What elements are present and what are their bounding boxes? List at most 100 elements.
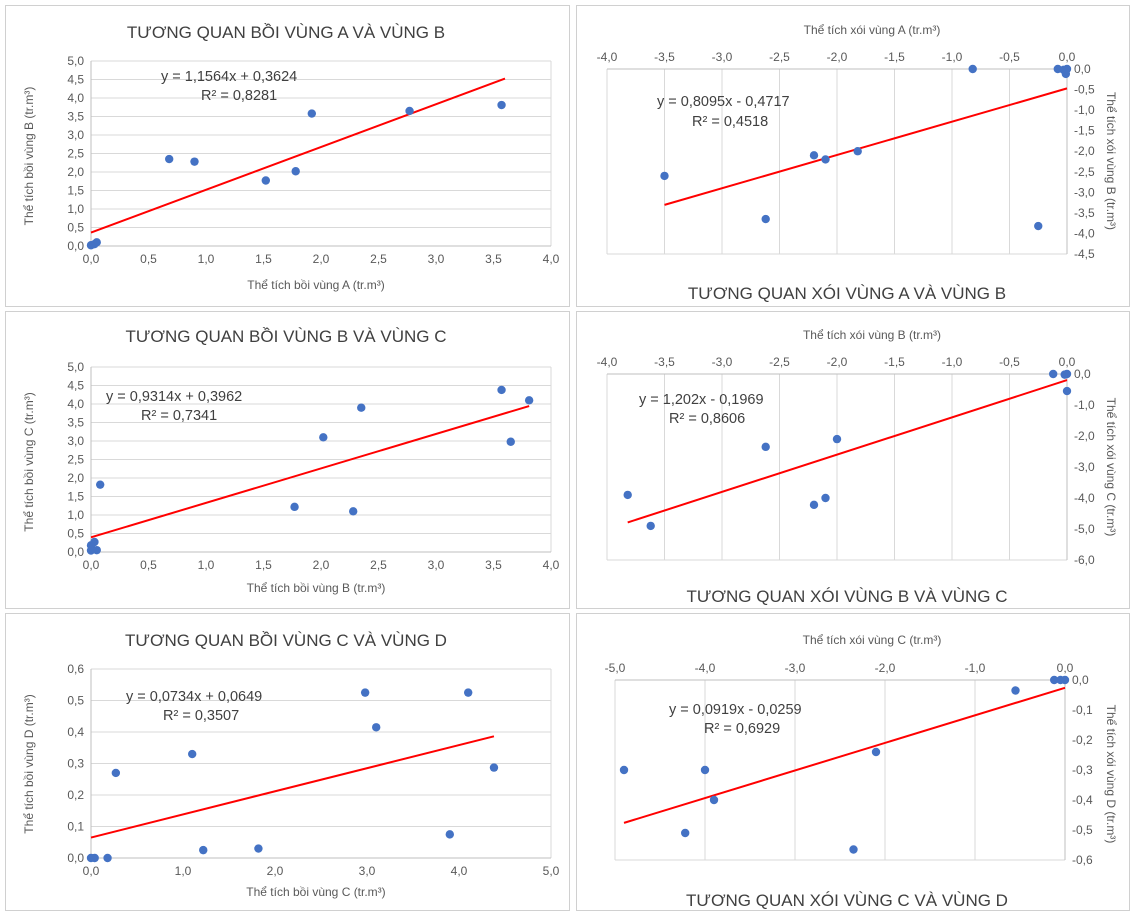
trendline-equation: y = 1,202x - 0,1969 — [639, 392, 764, 408]
data-point — [623, 490, 632, 500]
chart-title: TƯƠNG QUAN XÓI VÙNG B VÀ VÙNG C — [687, 587, 1008, 606]
x-tick-label: 0,0 — [83, 864, 100, 878]
y-tick-label: 1,5 — [67, 490, 84, 504]
data-point — [497, 385, 506, 395]
data-point — [405, 106, 414, 116]
data-point — [871, 747, 881, 757]
y-axis-title: Thể tích bồi vùng B (tr.m³) — [22, 87, 36, 226]
chart-panel-xoi-b-c: -4,0 -3,5 -3,0 -2,5 -2,0 -1,5 -1,0 -0,5 0,0 0,0 -1… — [576, 311, 1130, 609]
x-tick-label: 1,5 — [255, 252, 272, 266]
y-tick-label: 0,0 — [67, 545, 84, 559]
x-tick-label: 4,0 — [543, 558, 560, 572]
data-point — [188, 749, 197, 759]
x-tick-label: -4,0 — [597, 50, 618, 64]
x-tick-label: -4,0 — [597, 355, 618, 369]
y-tick-label: 2,0 — [67, 471, 84, 485]
y-tick-label: 1,0 — [67, 508, 84, 522]
data-point — [360, 688, 370, 697]
x-tick-label: -1,5 — [884, 50, 905, 64]
y-tick-label: 4,0 — [67, 397, 84, 411]
x-tick-label: 3,0 — [428, 558, 445, 572]
x-tick-label: -2,0 — [827, 355, 848, 369]
y-tick-label: 3,5 — [67, 416, 84, 430]
x-tick-label: 3,0 — [359, 864, 376, 878]
y-tick-label: 3,5 — [67, 110, 84, 124]
y-tick-label: 0,0 — [67, 851, 84, 865]
r-squared-label: R² = 0,8606 — [669, 411, 745, 427]
data-point — [489, 763, 499, 772]
chart-panel-boi-c-d: 0,0 1,0 2,0 3,0 4,0 5,0 0,0 0,1 0,2 0,3 0,4 0,5 0,6 T… — [5, 613, 570, 911]
data-point — [111, 768, 121, 778]
x-tick-label: -1,5 — [884, 355, 905, 369]
y-axis-title: Thể tích xói vùng C (tr.m³) — [1104, 398, 1118, 537]
x-tick-label: -0,5 — [999, 355, 1020, 369]
x-tick-label: -1,0 — [942, 50, 963, 64]
data-point — [190, 157, 199, 166]
x-tick-label: 1,5 — [255, 558, 272, 572]
x-tick-label: -2,0 — [875, 661, 896, 675]
data-point — [681, 828, 690, 838]
chart-panel-boi-a-b: 0,0 0,5 1,0 1,5 2,0 2,5 3,0 3,5 4,0 0,0 0,5 1,0 1,5 2… — [5, 5, 570, 307]
data-point — [464, 688, 473, 697]
y-tick-label: 2,5 — [67, 147, 84, 161]
x-tick-label: 0,0 — [83, 558, 100, 572]
data-point — [809, 151, 819, 160]
data-point — [1049, 369, 1058, 379]
x-tick-label: 2,0 — [267, 864, 284, 878]
gridlines — [91, 60, 552, 247]
chart-panel-xoi-a-b: -4,0 -3,5 -3,0 -2,5 -2,0 -1,5 -1,0 -0,5 0,0 0,0 -0… — [576, 5, 1130, 307]
data-point — [646, 521, 655, 531]
y-tick-label: -1,5 — [1074, 124, 1095, 138]
y-tick-label: 0,0 — [67, 239, 84, 253]
y-tick-label: 1,0 — [67, 202, 84, 216]
x-tick-label: 0,0 — [1059, 355, 1076, 369]
x-tick-label: 2,0 — [313, 558, 330, 572]
r-squared-label: R² = 0,3507 — [163, 708, 239, 724]
y-tick-label: 0,5 — [67, 221, 84, 235]
y-tick-label: 0,3 — [67, 757, 84, 771]
y-tick-label: 3,0 — [67, 434, 84, 448]
data-point — [853, 147, 862, 156]
y-axis-title: Thể tích xói vùng B (tr.m³) — [1104, 92, 1118, 230]
chart-panel-boi-b-c: 0,0 0,5 1,0 1,5 2,0 2,5 3,0 3,5 4,0 0,0 0,5 1,0 1,5 2… — [5, 311, 570, 609]
data-point — [968, 64, 977, 74]
data-point — [700, 765, 710, 775]
data-point — [372, 723, 381, 732]
x-axis-title: Thể tích xói vùng C (tr.m³) — [803, 633, 942, 647]
x-axis-title: Thể tích bồi vùng A (tr.m³) — [247, 278, 384, 292]
data-point — [832, 434, 842, 444]
y-tick-label: -0,3 — [1072, 763, 1093, 777]
y-tick-label: 5,0 — [67, 54, 84, 68]
chart-title: TƯƠNG QUAN XÓI VÙNG A VÀ VÙNG B — [688, 284, 1006, 303]
data-point — [103, 853, 112, 863]
data-point — [497, 100, 506, 110]
x-tick-label: -3,5 — [654, 50, 675, 64]
x-tick-label: 0,0 — [1059, 50, 1076, 64]
trendline — [90, 77, 506, 234]
y-tick-label: 0,5 — [67, 694, 84, 708]
trendline-equation: y = 1,1564x + 0,3624 — [161, 69, 297, 85]
x-tick-label: 2,0 — [313, 252, 330, 266]
data-point — [349, 507, 358, 516]
y-tick-label: 3,0 — [67, 128, 84, 142]
chart-svg: -4,0 -3,5 -3,0 -2,5 -2,0 -1,5 -1,0 -0,5 0,00,0 -1… — [597, 328, 1118, 606]
data-point — [291, 167, 300, 176]
y-tick-label: 2,0 — [67, 165, 84, 179]
x-tick-label: 0,5 — [140, 252, 157, 266]
x-axis-title: Thể tích xói vùng B (tr.m³) — [803, 328, 941, 342]
y-tick-label: 4,0 — [67, 91, 84, 105]
y-tick-label: -0,6 — [1072, 853, 1093, 867]
x-axis-title: Thể tích bồi vùng C (tr.m³) — [246, 885, 385, 899]
y-axis-title: Thể tích bồi vùng D (tr.m³) — [22, 694, 36, 833]
y-tick-label: -3,5 — [1074, 206, 1095, 220]
data-point — [90, 853, 99, 863]
x-tick-label: -2,5 — [769, 50, 790, 64]
x-tick-label: 0,5 — [140, 558, 157, 572]
y-tick-label: 0,0 — [1072, 673, 1089, 687]
y-tick-label: -4,0 — [1074, 226, 1095, 240]
data-point — [849, 845, 858, 854]
x-tick-label: -2,0 — [827, 50, 848, 64]
x-tick-label: 5,0 — [543, 864, 560, 878]
x-tick-label: 2,5 — [370, 558, 387, 572]
data-point — [165, 154, 174, 164]
